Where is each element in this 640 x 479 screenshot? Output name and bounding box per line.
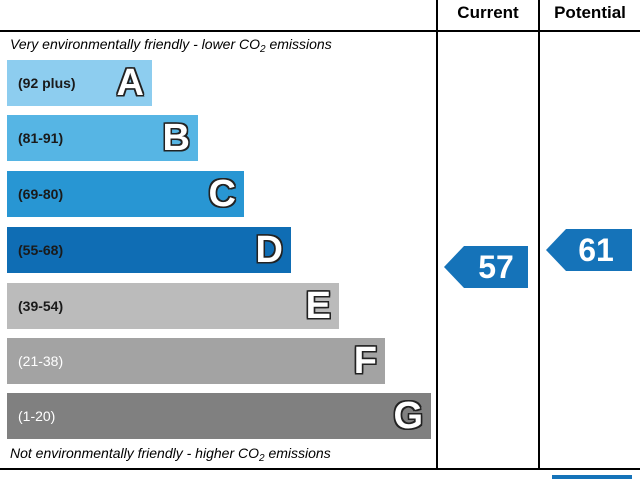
band-c: (69-80) C (7, 171, 244, 217)
bottom-caption-suffix: emissions (264, 445, 331, 461)
band-b-range: (81-91) (18, 130, 64, 146)
band-f-range: (21-38) (18, 353, 64, 369)
top-caption-sub: 2 (260, 44, 266, 55)
divider-left (436, 0, 438, 470)
band-f: (21-38) F (7, 338, 385, 384)
potential-column-header: Potential (554, 3, 626, 22)
bottom-caption-text: Not environmentally friendly - higher C (10, 445, 249, 461)
band-e-range: (39-54) (18, 298, 64, 314)
top-caption-o: O (249, 36, 261, 52)
footer-mark (552, 475, 632, 479)
band-a-letter: A (116, 62, 144, 104)
current-column-header: Current (457, 3, 519, 22)
band-d: (55-68) D (7, 227, 291, 273)
potential-rating-value: 61 (578, 232, 614, 268)
band-g-letter: G (393, 395, 423, 437)
band-e-letter: E (305, 285, 331, 327)
bottom-caption: Not environmentally friendly - higher CO… (10, 445, 331, 464)
band-e: (39-54) E (7, 283, 339, 329)
divider-middle (538, 0, 540, 470)
band-g: (1-20) G (7, 393, 431, 439)
bottom-divider (0, 468, 640, 470)
band-f-letter: F (353, 340, 377, 382)
band-b-letter: B (162, 117, 190, 159)
band-d-range: (55-68) (18, 242, 64, 258)
band-g-range: (1-20) (18, 408, 56, 424)
top-caption-text: Very environmentally friendly - lower C (10, 36, 250, 52)
top-caption: Very environmentally friendly - lower CO… (10, 36, 332, 55)
header-divider (0, 30, 640, 32)
band-c-range: (69-80) (18, 186, 64, 202)
band-d-letter: D (255, 229, 283, 271)
bottom-caption-sub: 2 (259, 453, 265, 464)
current-rating-arrow: 57 (444, 246, 528, 288)
band-a-range: (92 plus) (18, 75, 76, 91)
current-rating-value: 57 (478, 249, 514, 285)
band-a: (92 plus) A (7, 60, 152, 106)
potential-rating-arrow: 61 (546, 229, 632, 271)
potential-arrow-shape (546, 229, 632, 271)
bottom-caption-o: O (248, 445, 259, 461)
current-arrow-shape (444, 246, 528, 288)
band-c-letter: C (208, 173, 236, 215)
band-b: (81-91) B (7, 115, 198, 161)
top-caption-suffix: emissions (265, 36, 332, 52)
